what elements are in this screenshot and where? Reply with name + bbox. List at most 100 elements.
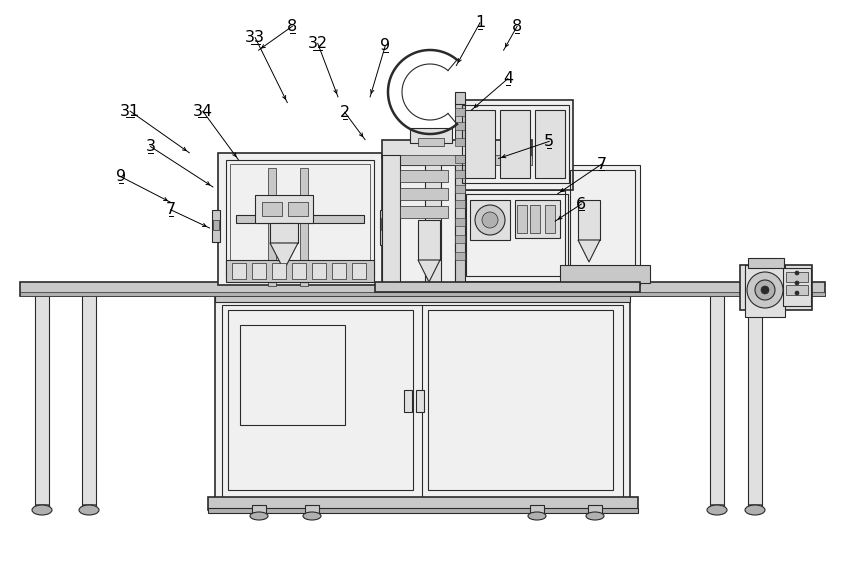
Bar [454,218,464,226]
Bar [454,200,464,208]
Bar [399,188,447,200]
Bar [225,160,374,278]
Bar [292,263,306,279]
Circle shape [760,286,768,294]
Text: 32: 32 [307,36,327,51]
Bar [785,272,807,282]
Bar [381,155,532,165]
Bar [454,235,464,243]
Text: 3: 3 [145,139,155,154]
Bar [565,165,639,285]
Bar [381,218,388,230]
Bar [747,258,783,268]
Text: 4: 4 [502,71,512,86]
Bar [710,504,722,512]
Bar [457,100,572,190]
Text: 8: 8 [287,19,297,34]
Ellipse shape [78,505,99,515]
Text: 33: 33 [245,30,265,45]
Bar [469,200,510,240]
Bar [454,100,464,285]
Bar [465,194,567,276]
Bar [332,263,345,279]
Bar [748,504,760,512]
Ellipse shape [32,505,52,515]
Bar [454,138,464,146]
Bar [587,505,601,515]
Ellipse shape [250,512,268,520]
Circle shape [474,205,505,235]
Bar [747,290,761,508]
Bar [82,290,96,508]
Bar [560,265,649,283]
Bar [380,210,390,245]
Bar [529,205,539,233]
Bar [240,325,344,425]
Bar [83,504,95,512]
Bar [218,153,381,285]
Bar [454,108,464,116]
Bar [514,200,560,238]
Text: 7: 7 [165,202,176,217]
Bar [544,205,555,233]
Bar [464,110,495,178]
Bar [517,205,527,233]
Bar [214,290,630,302]
Bar [744,270,806,305]
Polygon shape [577,240,599,262]
Bar [454,92,464,104]
Bar [739,265,811,310]
Bar [399,170,447,182]
Bar [415,390,424,412]
Text: 9: 9 [116,169,126,184]
Bar [500,110,529,178]
Bar [381,140,532,158]
Bar [454,185,464,193]
Bar [782,268,810,306]
Bar [268,168,276,286]
Bar [212,210,219,242]
Text: 1: 1 [474,15,484,30]
Bar [744,265,784,317]
Circle shape [794,281,798,285]
Bar [288,202,307,216]
Bar [418,220,440,260]
Bar [305,505,319,515]
Bar [208,508,637,513]
Bar [311,263,326,279]
Bar [222,305,622,500]
Ellipse shape [744,505,764,515]
Ellipse shape [706,505,726,515]
Ellipse shape [528,512,545,520]
Text: 7: 7 [596,157,606,172]
Bar [213,220,219,230]
Circle shape [794,291,798,295]
Circle shape [754,280,774,300]
Bar [409,128,452,143]
Bar [270,223,298,243]
Bar [418,138,443,146]
Bar [529,505,544,515]
Polygon shape [418,260,440,282]
Bar [785,285,807,295]
Text: 8: 8 [511,19,522,34]
Bar [399,206,447,218]
Bar [352,263,365,279]
Bar [454,155,464,163]
Bar [375,282,639,292]
Bar [20,282,824,296]
Text: 34: 34 [192,104,213,119]
Text: 9: 9 [380,38,390,53]
Bar [577,200,599,240]
Ellipse shape [303,512,321,520]
Bar [252,505,266,515]
Bar [36,504,48,512]
Bar [255,195,312,223]
Bar [462,190,571,282]
Bar [394,165,454,283]
Bar [570,170,634,280]
Bar [208,497,637,510]
Bar [534,110,565,178]
Polygon shape [270,243,298,270]
Bar [454,252,464,260]
